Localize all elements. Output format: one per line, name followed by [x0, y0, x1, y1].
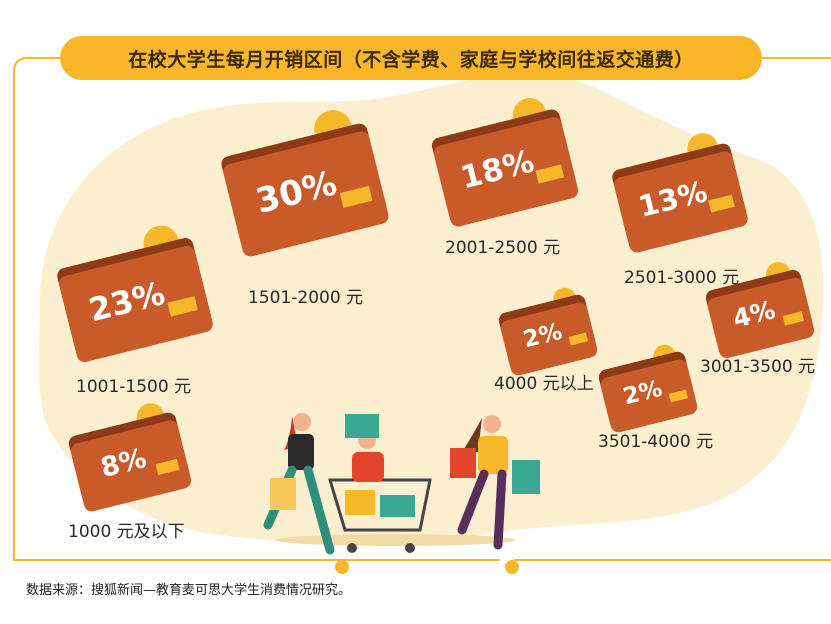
category-label: 1001-1500 元 — [76, 377, 192, 397]
category-label: 4000 元以上 — [494, 374, 594, 394]
wallet-mark: 2% — [498, 287, 598, 376]
wallet-clasp — [167, 296, 198, 317]
title-banner: 在校大学生每月开销区间（不含学费、家庭与学校间往返交通费） — [60, 36, 762, 80]
frame-dot — [505, 560, 519, 574]
wallet-clasp — [339, 185, 373, 208]
wallet-body — [707, 277, 815, 358]
wallet-clasp — [568, 332, 588, 346]
wallet-body — [600, 359, 698, 433]
chart-title: 在校大学生每月开销区间（不含学费、家庭与学校间往返交通费） — [128, 48, 694, 71]
wallet-body — [433, 117, 579, 227]
wallet-clasp — [782, 311, 804, 326]
wallet-mark: 2% — [598, 344, 698, 433]
category-label: 1000 元及以下 — [68, 522, 185, 542]
wallet-body — [614, 151, 748, 253]
category-label: 2501-3000 元 — [624, 268, 740, 288]
wallet-mark: 30% — [221, 110, 389, 257]
category-label: 3001-3500 元 — [700, 357, 816, 377]
wallet-mark: 4% — [705, 262, 815, 358]
wallet-body — [500, 302, 598, 376]
wallet-clasp — [155, 458, 180, 476]
source-note: 数据来源：搜狐新闻—教育麦可思大学生消费情况研究。 — [26, 583, 352, 598]
wallet-clasp — [535, 164, 565, 184]
wallet-mark: 23% — [57, 225, 213, 363]
wallet-body — [59, 245, 213, 363]
wallet-clasp — [708, 194, 735, 213]
wallet-clasp — [668, 389, 688, 403]
frame-dot — [335, 560, 349, 574]
category-label: 1501-2000 元 — [248, 288, 364, 308]
category-label: 2001-2500 元 — [445, 238, 561, 258]
wallet-mark: 13% — [612, 133, 748, 253]
wallet-body — [223, 131, 389, 257]
wallet-mark: 18% — [431, 98, 579, 227]
shoppers-illustration — [263, 413, 540, 555]
category-label: 3501-4000 元 — [598, 432, 714, 452]
wallet-body — [70, 420, 192, 512]
wallet-marks: 8%23%30% 18%13%4%2%2% — [57, 98, 815, 512]
frame-border — [13, 57, 831, 561]
wallet-mark: 8% — [68, 403, 192, 512]
